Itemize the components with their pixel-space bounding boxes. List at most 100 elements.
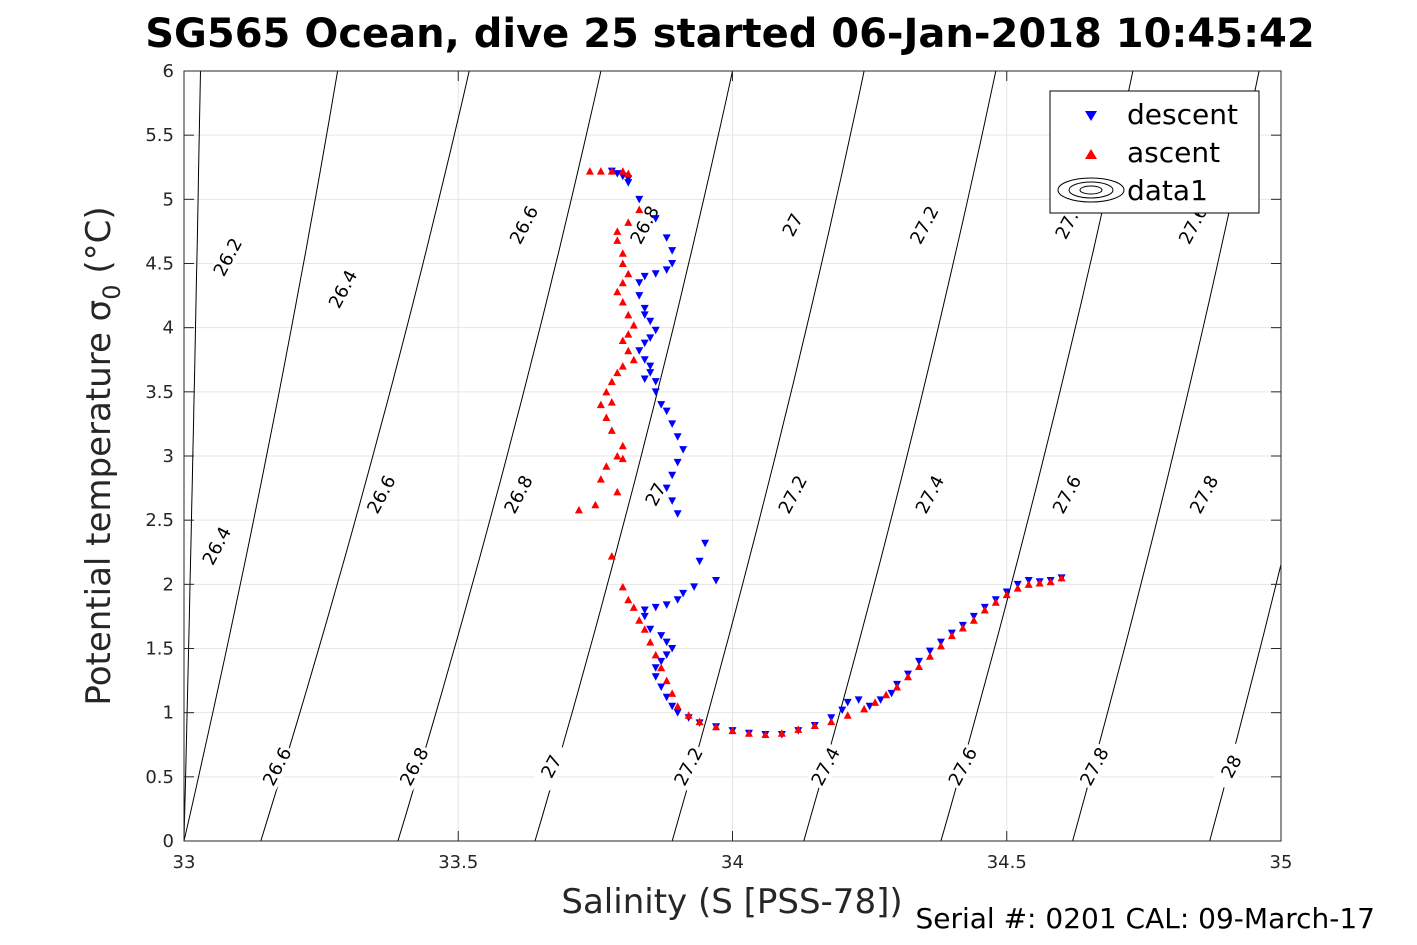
descent-point [635, 347, 644, 355]
descent-point [646, 317, 655, 326]
descent-point [679, 446, 688, 454]
contour-label-bg [1075, 742, 1114, 791]
contour-label-bg [773, 470, 812, 519]
y-tick-label: 1 [163, 703, 174, 724]
y-tick-label: 4.5 [145, 254, 174, 275]
ascent-point [936, 641, 945, 650]
ascent-point [624, 269, 633, 278]
contour-label-bg [1047, 470, 1087, 519]
x-tick-label: 35 [1270, 852, 1293, 873]
ascent-point [1046, 577, 1055, 586]
x-tick-label: 34 [721, 852, 744, 873]
descent-point [640, 272, 649, 281]
descent-point [668, 702, 677, 711]
ascent-point [602, 462, 611, 470]
ascent-point [624, 595, 633, 604]
descent-point [662, 234, 671, 242]
y-tick-label: 2 [163, 574, 174, 595]
contour-label-bg [395, 742, 434, 791]
ascent-point [777, 729, 786, 737]
ascent-point [673, 702, 682, 710]
contour-line [534, 71, 733, 841]
y-axis-label-main: Potential temperature σ [79, 300, 119, 706]
descent-point [690, 583, 699, 591]
ascent-point [1035, 579, 1044, 587]
ascent-point [607, 398, 616, 406]
descent-point [668, 247, 677, 255]
descent-point [673, 709, 682, 717]
ascent-point [1024, 580, 1033, 588]
ascent-point [613, 227, 622, 235]
ascent-point [613, 368, 622, 377]
ascent-point [871, 698, 880, 706]
ascent-point [947, 631, 956, 640]
y-axis-label: Potential temperature σ0 (°C) [79, 206, 126, 705]
contour-label-bg [532, 742, 571, 791]
ascent-point [657, 663, 666, 672]
descent-point [651, 378, 660, 386]
ascent-point [624, 169, 633, 178]
contour-label-bg [258, 742, 297, 791]
x-tick-label: 33.5 [438, 852, 478, 873]
x-tick-label: 34.5 [987, 852, 1027, 873]
ascent-point [695, 717, 704, 726]
descent-point [651, 326, 660, 335]
descent-point [662, 484, 671, 493]
ascent-point [624, 346, 633, 355]
contour-label-bg [504, 200, 544, 250]
descent-point [679, 589, 688, 598]
ascent-point [794, 725, 803, 733]
ascent-point [618, 278, 627, 287]
descent-point [640, 356, 649, 364]
descent-point [657, 401, 666, 409]
contour-label-bg [208, 232, 248, 282]
ascent-point [662, 676, 671, 685]
x-axis-ticks: 33 33.5 34 34.5 35 [173, 71, 1293, 873]
ascent-point [882, 690, 891, 699]
x-tick-label: 33 [173, 852, 196, 873]
descent-point [651, 603, 660, 612]
contour-label-bg [905, 200, 944, 250]
y-tick-label: 5.5 [145, 125, 174, 146]
contour-line [184, 71, 339, 841]
descent-point [914, 657, 923, 666]
ascent-point [843, 711, 852, 719]
ascent-point [1057, 573, 1066, 582]
contour-line [1209, 562, 1281, 841]
contour-label-bg [362, 470, 401, 519]
ascent-point [624, 310, 633, 319]
descent-point [668, 497, 677, 505]
y-axis-label-subscript: 0 [98, 284, 126, 299]
ascent-point [712, 722, 721, 731]
y-tick-label: 3 [163, 446, 174, 467]
chart-title: SG565 Ocean, dive 25 started 06-Jan-2018… [145, 11, 1314, 57]
ascent-point [1013, 584, 1022, 592]
ascent-point [607, 552, 616, 560]
ascent-point [624, 330, 633, 338]
contour-label-bg [636, 470, 675, 519]
ascent-point [629, 355, 638, 364]
descent-point [646, 369, 655, 377]
descent-point [646, 625, 655, 634]
ascent-point [607, 377, 616, 386]
descent-point [635, 292, 644, 300]
ascent-point [810, 721, 819, 729]
y-tick-label: 0.5 [145, 767, 174, 788]
descent-point [662, 651, 671, 659]
legend: descent ascent data1 [1049, 90, 1260, 214]
contour-label-bg [669, 742, 708, 791]
descent-point [657, 632, 666, 640]
descent-point [701, 539, 710, 548]
ascent-point [618, 167, 627, 175]
ascent-point [629, 603, 638, 611]
descent-point [662, 638, 671, 647]
ascent-point [618, 362, 627, 370]
descent-point [668, 260, 677, 268]
descent-point [838, 706, 847, 715]
ascent-point [613, 452, 622, 460]
ascent-point [980, 606, 989, 614]
descent-point [673, 596, 682, 604]
legend-descent-label: descent [1127, 98, 1238, 131]
ascent-point [613, 236, 622, 244]
